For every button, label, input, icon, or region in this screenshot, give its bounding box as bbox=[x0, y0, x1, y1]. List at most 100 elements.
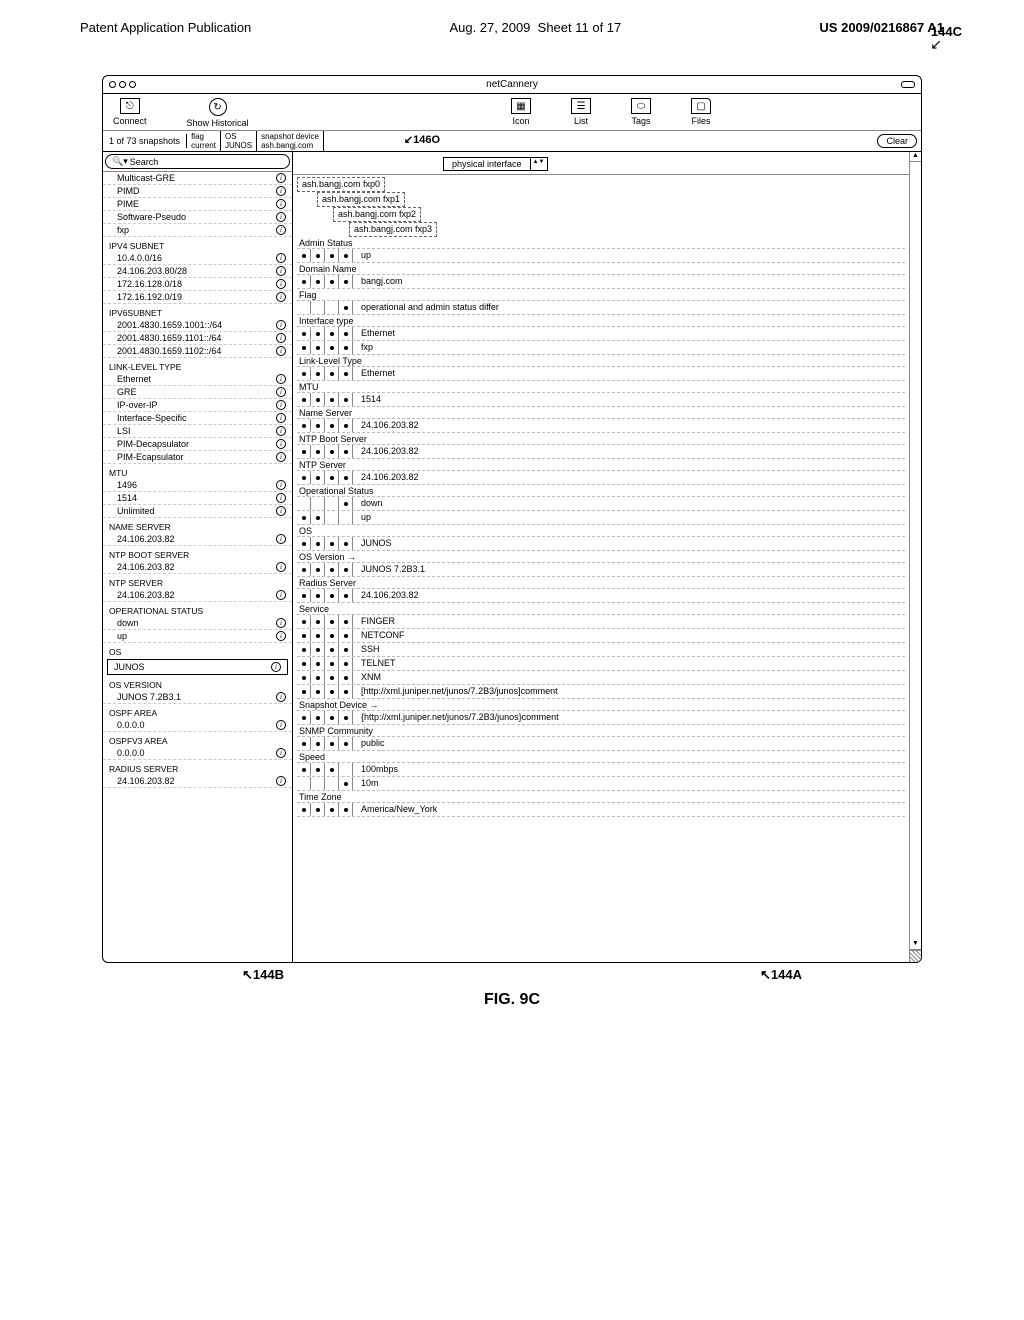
info-icon[interactable]: i bbox=[276, 225, 286, 235]
attribute-row[interactable]: NETCONF bbox=[297, 629, 905, 643]
sidebar-item[interactable]: 0.0.0.0i bbox=[103, 747, 292, 760]
scroll-down-icon[interactable]: ▼ bbox=[910, 940, 921, 950]
sidebar-item[interactable]: Multicast-GREi bbox=[103, 172, 292, 185]
attribute-row[interactable]: SSH bbox=[297, 643, 905, 657]
attribute-row[interactable]: operational and admin status differ bbox=[297, 301, 905, 315]
clear-button[interactable]: Clear bbox=[877, 134, 917, 148]
info-icon[interactable]: i bbox=[276, 186, 286, 196]
info-icon[interactable]: i bbox=[276, 253, 286, 263]
attribute-row[interactable]: America/New_York bbox=[297, 803, 905, 817]
attribute-row[interactable]: 1514 bbox=[297, 393, 905, 407]
list-view-button[interactable]: ☰List bbox=[571, 98, 591, 126]
sidebar-item[interactable]: upi bbox=[103, 630, 292, 643]
attribute-row[interactable]: 24.106.203.82 bbox=[297, 471, 905, 485]
attribute-row[interactable]: up bbox=[297, 511, 905, 525]
attribute-row[interactable]: [http://xml.juniper.net/junos/7.2B3/juno… bbox=[297, 685, 905, 699]
info-icon[interactable]: i bbox=[276, 292, 286, 302]
attribute-row[interactable]: {http://xml.juniper.net/junos/7.2B3/juno… bbox=[297, 711, 905, 725]
attribute-row[interactable]: down bbox=[297, 497, 905, 511]
sidebar-item[interactable]: 2001.4830.1659.1102::/64i bbox=[103, 345, 292, 358]
attribute-row[interactable]: 10m bbox=[297, 777, 905, 791]
minimize-icon[interactable] bbox=[119, 81, 126, 88]
attribute-row[interactable]: Ethernet bbox=[297, 367, 905, 381]
info-icon[interactable]: i bbox=[276, 692, 286, 702]
attribute-row[interactable]: 24.106.203.82 bbox=[297, 419, 905, 433]
sidebar-item[interactable]: 24.106.203.82i bbox=[103, 775, 292, 788]
sidebar-item[interactable]: LSIi bbox=[103, 425, 292, 438]
sidebar-item[interactable]: Software-Pseudoi bbox=[103, 211, 292, 224]
sidebar-item[interactable]: 2001.4830.1659.1101::/64i bbox=[103, 332, 292, 345]
close-icon[interactable] bbox=[109, 81, 116, 88]
info-icon[interactable]: i bbox=[276, 173, 286, 183]
attribute-row[interactable]: fxp bbox=[297, 341, 905, 355]
info-icon[interactable]: i bbox=[276, 534, 286, 544]
sidebar-item[interactable]: 10.4.0.0/16i bbox=[103, 252, 292, 265]
info-icon[interactable]: i bbox=[276, 279, 286, 289]
attribute-row[interactable]: bangj.com bbox=[297, 275, 905, 289]
info-icon[interactable]: i bbox=[276, 413, 286, 423]
search-input[interactable]: 🔍▾ Search bbox=[105, 154, 290, 169]
attribute-row[interactable]: Ethernet bbox=[297, 327, 905, 341]
sidebar-item[interactable]: Interface-Specifici bbox=[103, 412, 292, 425]
info-icon[interactable]: i bbox=[276, 480, 286, 490]
sidebar-item[interactable]: Etherneti bbox=[103, 373, 292, 386]
info-icon[interactable]: i bbox=[276, 618, 286, 628]
scrollbar[interactable]: ▲ ▼ bbox=[909, 152, 921, 962]
info-icon[interactable]: i bbox=[276, 400, 286, 410]
attribute-row[interactable]: FINGER bbox=[297, 615, 905, 629]
info-icon[interactable]: i bbox=[276, 426, 286, 436]
sidebar-item[interactable]: 172.16.192.0/19i bbox=[103, 291, 292, 304]
info-icon[interactable]: i bbox=[271, 662, 281, 672]
tree-node[interactable]: ash.bangj.com fxp2 bbox=[333, 207, 421, 222]
info-icon[interactable]: i bbox=[276, 212, 286, 222]
sidebar-item[interactable]: 1496i bbox=[103, 479, 292, 492]
info-icon[interactable]: i bbox=[276, 333, 286, 343]
view-selector[interactable]: physical interface ▲▼ bbox=[443, 157, 548, 171]
info-icon[interactable]: i bbox=[276, 493, 286, 503]
icon-view-button[interactable]: ▦Icon bbox=[511, 98, 531, 126]
resize-handle-icon[interactable] bbox=[910, 950, 921, 962]
info-icon[interactable]: i bbox=[276, 199, 286, 209]
tree-node[interactable]: ash.bangj.com fxp0 bbox=[297, 177, 385, 192]
sidebar-item[interactable]: JUNOSi bbox=[107, 659, 288, 675]
sidebar-item[interactable]: 24.106.203.82i bbox=[103, 533, 292, 546]
info-icon[interactable]: i bbox=[276, 776, 286, 786]
info-icon[interactable]: i bbox=[276, 506, 286, 516]
sidebar-item[interactable]: 1514i bbox=[103, 492, 292, 505]
attribute-row[interactable]: 100mbps bbox=[297, 763, 905, 777]
sidebar-item[interactable]: fxpi bbox=[103, 224, 292, 237]
selector-arrows-icon[interactable]: ▲▼ bbox=[530, 158, 547, 170]
sidebar-item[interactable]: PIM-Ecapsulatori bbox=[103, 451, 292, 464]
info-icon[interactable]: i bbox=[276, 748, 286, 758]
attribute-row[interactable]: XNM bbox=[297, 671, 905, 685]
sidebar-item[interactable]: 172.16.128.0/18i bbox=[103, 278, 292, 291]
info-icon[interactable]: i bbox=[276, 266, 286, 276]
sidebar-item[interactable]: 2001.4830.1659.1001::/64i bbox=[103, 319, 292, 332]
attribute-row[interactable]: public bbox=[297, 737, 905, 751]
sidebar-item[interactable]: 24.106.203.82i bbox=[103, 589, 292, 602]
sidebar-item[interactable]: JUNOS 7.2B3.1i bbox=[103, 691, 292, 704]
info-icon[interactable]: i bbox=[276, 387, 286, 397]
toolbar-toggle-icon[interactable] bbox=[901, 81, 915, 88]
info-icon[interactable]: i bbox=[276, 720, 286, 730]
info-icon[interactable]: i bbox=[276, 374, 286, 384]
info-icon[interactable]: i bbox=[276, 439, 286, 449]
info-icon[interactable]: i bbox=[276, 346, 286, 356]
attribute-row[interactable]: TELNET bbox=[297, 657, 905, 671]
attribute-row[interactable]: JUNOS bbox=[297, 537, 905, 551]
connect-button[interactable]: ⎋Connect bbox=[113, 98, 147, 126]
info-icon[interactable]: i bbox=[276, 562, 286, 572]
window-controls[interactable] bbox=[103, 81, 136, 88]
scroll-up-icon[interactable]: ▲ bbox=[910, 152, 921, 162]
sidebar-item[interactable]: 24.106.203.80/28i bbox=[103, 265, 292, 278]
attribute-row[interactable]: up bbox=[297, 249, 905, 263]
show-historical-button[interactable]: ↻Show Historical bbox=[187, 98, 249, 128]
sidebar-item[interactable]: GREi bbox=[103, 386, 292, 399]
tree-node[interactable]: ash.bangj.com fxp3 bbox=[349, 222, 437, 237]
sidebar-item[interactable]: PIM-Decapsulatori bbox=[103, 438, 292, 451]
sidebar-item[interactable]: Unlimitedi bbox=[103, 505, 292, 518]
zoom-icon[interactable] bbox=[129, 81, 136, 88]
sidebar-item[interactable]: IP-over-IPi bbox=[103, 399, 292, 412]
attribute-row[interactable]: JUNOS 7.2B3.1 bbox=[297, 563, 905, 577]
sidebar-item[interactable]: 0.0.0.0i bbox=[103, 719, 292, 732]
